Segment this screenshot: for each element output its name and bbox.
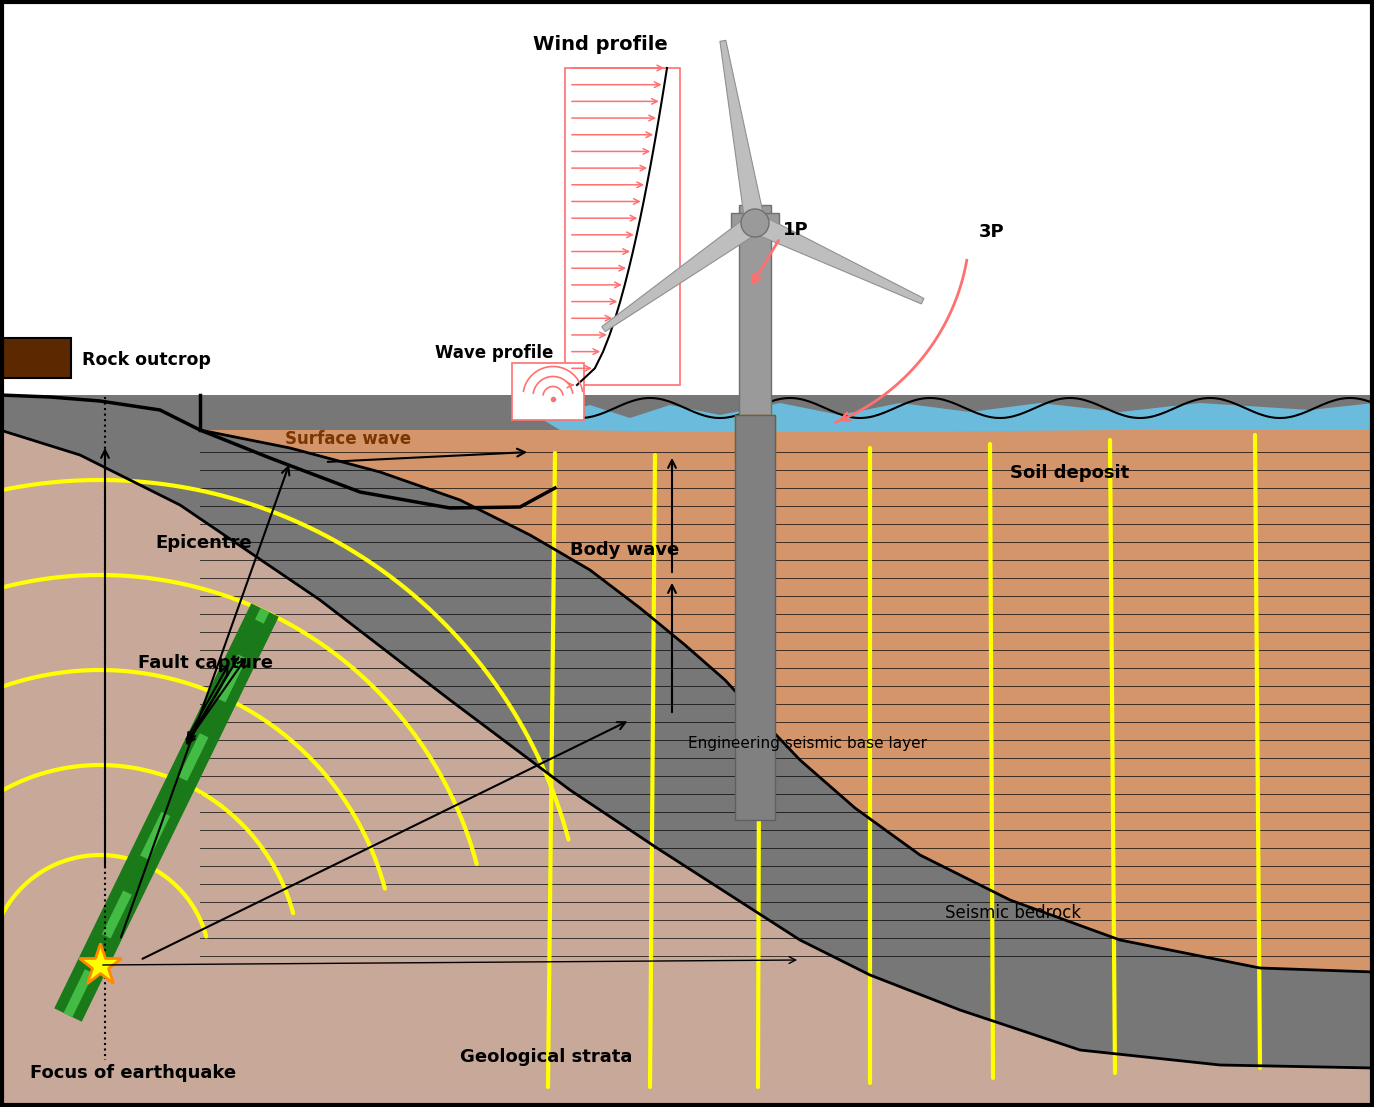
Text: Focus of earthquake: Focus of earthquake: [30, 1064, 236, 1082]
Polygon shape: [602, 215, 761, 332]
Text: 1P: 1P: [783, 221, 809, 239]
Bar: [735, 415, 775, 820]
Text: Soil deposit: Soil deposit: [1010, 464, 1129, 482]
Text: Body wave: Body wave: [570, 541, 679, 559]
Text: Wind profile: Wind profile: [533, 35, 668, 54]
Text: 3P: 3P: [980, 223, 1004, 240]
Text: Wave profile: Wave profile: [436, 344, 554, 362]
Bar: [3, 338, 71, 377]
Text: Geological strata: Geological strata: [460, 1048, 632, 1066]
Bar: [735, 415, 775, 461]
Text: Fault capture: Fault capture: [137, 654, 273, 672]
Polygon shape: [720, 40, 765, 225]
Text: Seismic bedrock: Seismic bedrock: [945, 904, 1081, 922]
Text: Epicentre: Epicentre: [155, 534, 251, 552]
Circle shape: [741, 209, 769, 237]
Bar: [565, 68, 680, 385]
Bar: [739, 205, 771, 415]
Polygon shape: [201, 430, 1374, 972]
Polygon shape: [750, 214, 923, 304]
Text: Engineering seismic base layer: Engineering seismic base layer: [688, 736, 927, 751]
Polygon shape: [0, 395, 1374, 1107]
Bar: [731, 213, 779, 232]
Polygon shape: [0, 430, 1374, 1107]
Bar: [513, 363, 584, 420]
Text: Surface wave: Surface wave: [284, 430, 411, 448]
Polygon shape: [540, 403, 1374, 432]
Text: Rock outcrop: Rock outcrop: [82, 351, 210, 369]
